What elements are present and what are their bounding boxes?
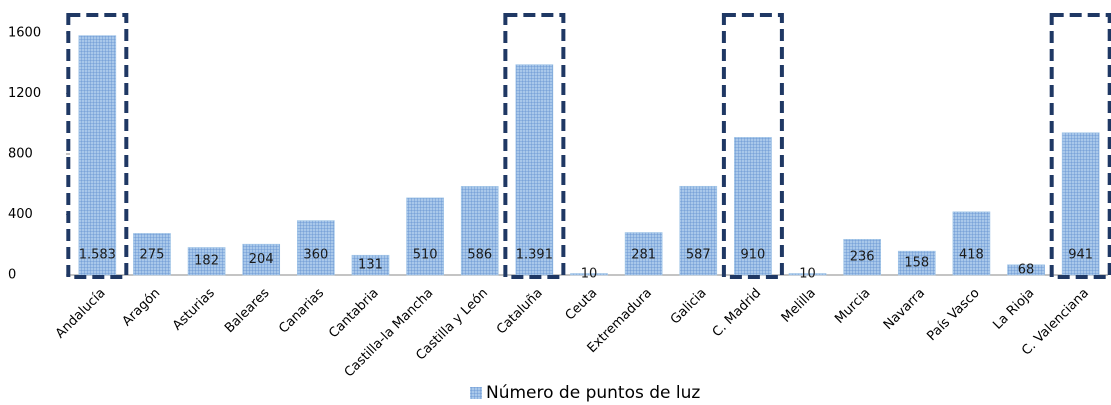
value-label: 10	[581, 267, 598, 282]
x-tick-label: C. Madrid	[710, 286, 764, 340]
value-label: 910	[740, 248, 765, 263]
value-label: 236	[850, 250, 875, 265]
highlight-box	[721, 13, 784, 279]
value-label: 586	[467, 248, 492, 263]
y-tick-label: 800	[8, 147, 33, 162]
bar	[843, 239, 881, 276]
bar	[242, 243, 281, 276]
x-tick-label: Ceuta	[563, 286, 601, 324]
legend-label: Número de puntos de luz	[486, 383, 700, 403]
value-label: 281	[631, 248, 656, 263]
bar	[351, 254, 390, 276]
x-tick-label: Navarra	[881, 286, 928, 333]
x-tick-label: País Vasco	[924, 286, 982, 344]
y-tick-label: 0	[8, 268, 16, 283]
x-tick-label: Galicia	[668, 286, 710, 328]
highlight-box	[66, 13, 129, 279]
value-label: 204	[249, 252, 274, 267]
value-label: 360	[303, 248, 328, 263]
y-tick-label: 1200	[8, 86, 41, 101]
x-tick-label: Melilla	[779, 286, 819, 326]
bar	[133, 233, 171, 276]
value-label: 941	[1068, 248, 1093, 263]
bar	[788, 273, 827, 276]
y-tick-label: 400	[8, 207, 33, 222]
value-label: 587	[686, 248, 711, 263]
value-label: 510	[413, 248, 438, 263]
value-label: 10	[799, 267, 816, 282]
x-tick-label: Asturias	[170, 286, 218, 334]
legend-swatch	[470, 387, 482, 399]
bar	[187, 247, 226, 276]
value-label: 1.583	[79, 248, 116, 263]
y-tick-label: 1600	[8, 26, 41, 41]
bar	[897, 250, 936, 276]
x-tick-label: Cantabria	[326, 286, 382, 342]
highlight-box	[1049, 13, 1111, 279]
value-label: 275	[140, 248, 165, 263]
bar	[734, 137, 772, 276]
bar	[952, 211, 991, 276]
bar	[460, 186, 499, 276]
x-tick-label: Cataluña	[494, 286, 546, 338]
highlight-box	[503, 13, 566, 279]
x-tick-label: Aragón	[120, 286, 164, 330]
x-tick-label: Murcia	[832, 286, 873, 327]
x-tick-label: Baleares	[222, 286, 273, 337]
value-label: 68	[1018, 262, 1035, 277]
x-tick-label: Canarias	[276, 286, 327, 337]
bar	[406, 197, 444, 276]
bar	[570, 273, 608, 276]
bar	[297, 220, 335, 276]
value-label: 158	[904, 256, 929, 271]
bar	[515, 64, 554, 276]
bar	[1007, 264, 1045, 276]
x-tick-label: La Rioja	[990, 286, 1037, 333]
value-label: 418	[959, 248, 984, 263]
bar	[78, 35, 117, 276]
value-label: 131	[358, 258, 383, 273]
bar	[624, 232, 663, 276]
bar	[679, 185, 718, 276]
value-label: 1.391	[516, 248, 553, 263]
bar	[1061, 132, 1100, 276]
x-tick-label: Andalucía	[53, 286, 109, 342]
value-label: 182	[194, 254, 219, 269]
